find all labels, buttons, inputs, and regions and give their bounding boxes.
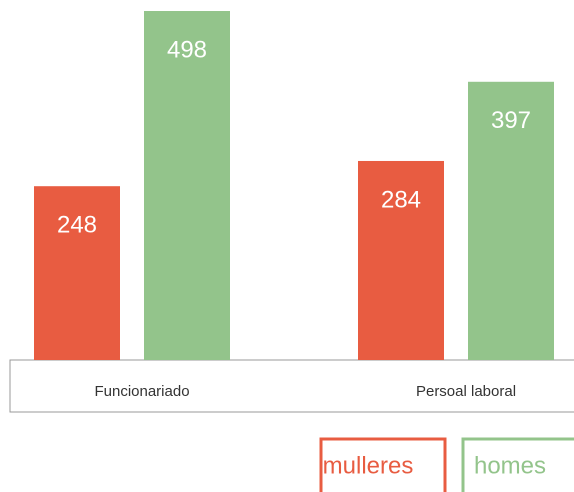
bar xyxy=(358,160,444,360)
value-label: 498 xyxy=(167,36,207,63)
legend-label: mulleres xyxy=(323,452,414,479)
legend-label: homes xyxy=(474,452,546,479)
bar xyxy=(144,11,230,360)
value-label: 397 xyxy=(491,107,531,134)
category-label: Persoal laboral xyxy=(416,383,516,400)
category-label: Funcionariado xyxy=(94,383,189,400)
bar xyxy=(468,81,554,360)
bar xyxy=(34,186,120,360)
value-label: 284 xyxy=(381,186,421,213)
value-label: 248 xyxy=(57,212,97,239)
legend-box xyxy=(461,437,574,492)
legend-box xyxy=(319,437,447,492)
category-box xyxy=(9,359,574,413)
